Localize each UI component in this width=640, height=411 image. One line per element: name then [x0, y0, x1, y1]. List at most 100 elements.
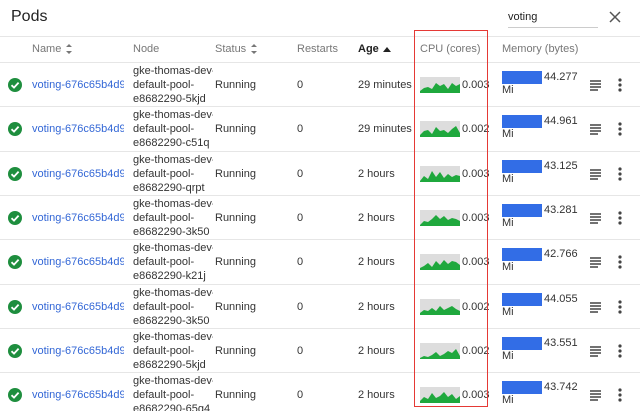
- node-line: e8682290-5kjd: [133, 358, 206, 371]
- pod-name[interactable]: voting-676c65b4d9-nv: [32, 211, 124, 224]
- memory-value: 44.055 Mi: [502, 292, 578, 318]
- column-header[interactable]: Age: [358, 36, 391, 62]
- pod-name[interactable]: voting-676c65b4d9-tj6: [32, 300, 124, 313]
- restarts: 0: [297, 211, 304, 224]
- node-line: default-pool-: [133, 79, 195, 91]
- logs-button[interactable]: [589, 107, 602, 151]
- node-name: gke-thomas-dev-default-pool-e8682290-qrp…: [133, 152, 213, 196]
- pod-name[interactable]: voting-676c65b4d9-72: [32, 167, 124, 180]
- more-menu-button[interactable]: [618, 373, 622, 411]
- column-label: Memory (bytes): [502, 43, 579, 55]
- logs-icon: [590, 346, 601, 357]
- status-ok-icon: [8, 343, 22, 358]
- more-menu-button[interactable]: [618, 240, 622, 284]
- pod-status: Running: [215, 167, 256, 180]
- column-label: Name: [32, 43, 62, 55]
- status-icon-cell: [8, 373, 22, 411]
- table-row: voting-676c65b4d9-tpr gke-thomas-dev-defa…: [0, 106, 640, 151]
- pod-name[interactable]: voting-676c65b4d9-srl: [32, 256, 124, 269]
- node-line: gke-thomas-dev-: [133, 197, 213, 210]
- pod-name[interactable]: voting-676c65b4d9-tpj: [32, 344, 124, 357]
- logs-button[interactable]: [589, 329, 602, 373]
- node-line: default-pool-: [133, 211, 195, 224]
- cpu-sparkline: [420, 121, 460, 138]
- logs-icon: [590, 390, 601, 401]
- pod-name[interactable]: voting-676c65b4d9-8f: [32, 389, 124, 402]
- logs-button[interactable]: [589, 373, 602, 411]
- status-icon-cell: [8, 240, 22, 284]
- node-line: e8682290-3k50: [133, 225, 210, 238]
- close-search[interactable]: [608, 10, 622, 24]
- restarts: 0: [297, 389, 304, 402]
- column-label: CPU (cores): [420, 43, 481, 55]
- cpu-cell: 0.003: [420, 240, 490, 284]
- memory-value: 43.125 Mi: [502, 159, 578, 185]
- pod-status: Running: [215, 300, 256, 313]
- highlight-box: [414, 30, 488, 407]
- more-menu-button[interactable]: [618, 63, 622, 107]
- table-row: voting-676c65b4d9-srl gke-thomas-dev-defa…: [0, 239, 640, 284]
- cpu-value: 0.002: [462, 300, 490, 313]
- pod-name[interactable]: voting-676c65b4d9-xs: [32, 79, 124, 91]
- more-icon: [618, 78, 622, 92]
- node-name: gke-thomas-dev-default-pool-e8682290-3k5…: [133, 196, 213, 240]
- pod-name[interactable]: voting-676c65b4d9-tpr: [32, 123, 124, 136]
- column-label: Restarts: [297, 43, 338, 55]
- node-line: default-pool-: [133, 389, 195, 402]
- status-ok-icon: [8, 299, 22, 314]
- memory-cell: 43.125 Mi: [502, 152, 586, 196]
- more-menu-button[interactable]: [618, 329, 622, 373]
- memory-sparkline: [502, 248, 542, 262]
- cpu-value: 0.003: [462, 167, 490, 180]
- status-icon-cell: [8, 196, 22, 240]
- column-label: Node: [133, 43, 160, 55]
- cpu-value: 0.003: [462, 389, 490, 402]
- more-menu-button[interactable]: [618, 285, 622, 329]
- memory-sparkline: [502, 71, 542, 84]
- cpu-cell: 0.002: [420, 107, 490, 151]
- pod-status: Running: [215, 389, 256, 402]
- column-label: Age: [358, 43, 379, 55]
- node-name: gke-thomas-dev-default-pool-e8682290-5kj…: [133, 63, 213, 107]
- status-icon-cell: [8, 63, 22, 107]
- node-line: default-pool-: [133, 123, 195, 136]
- logs-button[interactable]: [589, 196, 602, 240]
- node-line: gke-thomas-dev-: [133, 286, 213, 299]
- cpu-sparkline: [420, 387, 460, 404]
- more-menu-button[interactable]: [618, 196, 622, 240]
- logs-button[interactable]: [589, 63, 602, 107]
- status-ok-icon: [8, 166, 22, 181]
- search-input[interactable]: voting: [508, 11, 598, 28]
- node-name: gke-thomas-dev-default-pool-e8682290-65g…: [133, 373, 213, 411]
- node-line: e8682290-65g4: [133, 403, 211, 411]
- column-header[interactable]: Status: [215, 36, 258, 62]
- logs-button[interactable]: [589, 152, 602, 196]
- restarts: 0: [297, 256, 304, 269]
- more-icon: [618, 388, 622, 402]
- more-menu-button[interactable]: [618, 152, 622, 196]
- status-icon-cell: [8, 152, 22, 196]
- restarts: 0: [297, 79, 304, 91]
- logs-button[interactable]: [589, 285, 602, 329]
- cpu-value: 0.003: [462, 256, 490, 269]
- node-line: gke-thomas-dev-: [133, 330, 213, 343]
- memory-sparkline: [502, 336, 542, 350]
- memory-sparkline: [502, 159, 542, 173]
- memory-value: 42.766 Mi: [502, 248, 578, 274]
- more-icon: [618, 344, 622, 358]
- table-row: voting-676c65b4d9-8f gke-thomas-dev-defau…: [0, 372, 640, 411]
- logs-button[interactable]: [589, 240, 602, 284]
- age: 29 minutes: [358, 79, 412, 91]
- node-line: gke-thomas-dev-: [133, 109, 213, 122]
- node-line: e8682290-c51q: [133, 137, 210, 150]
- restarts: 0: [297, 344, 304, 357]
- node-name: gke-thomas-dev-default-pool-e8682290-3k5…: [133, 285, 213, 329]
- node-name: gke-thomas-dev-default-pool-e8682290-c51…: [133, 107, 213, 151]
- table-row: voting-676c65b4d9-72 gke-thomas-dev-defau…: [0, 150, 640, 196]
- column-header[interactable]: Name: [32, 36, 73, 62]
- logs-icon: [590, 257, 601, 268]
- more-menu-button[interactable]: [618, 107, 622, 151]
- memory-cell: 43.551 Mi: [502, 329, 586, 373]
- table-row: voting-676c65b4d9-tpj gke-thomas-dev-defa…: [0, 327, 640, 373]
- node-line: default-pool-: [133, 167, 195, 180]
